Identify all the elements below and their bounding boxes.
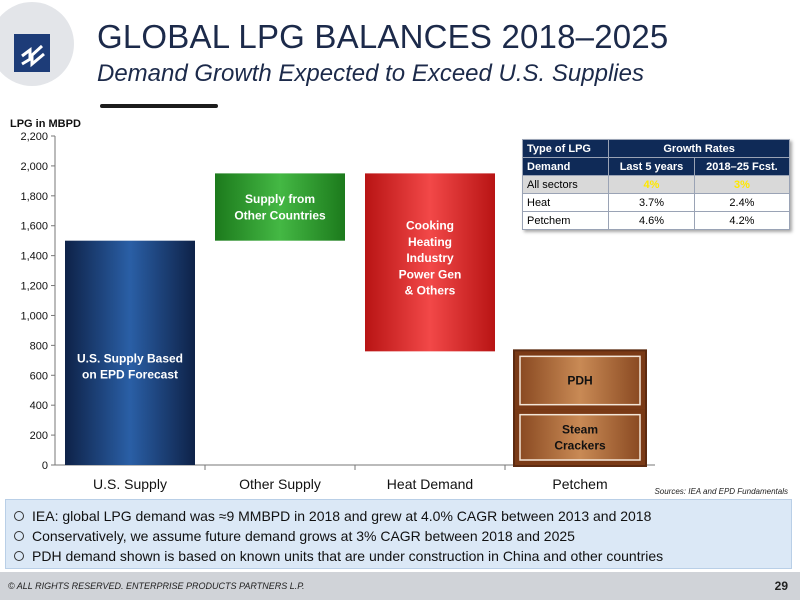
note-text: Conservatively, we assume future demand … <box>32 528 575 544</box>
y-tick-label: 1,200 <box>20 281 48 293</box>
bar-label: U.S. Supply Based <box>77 351 183 365</box>
footer-bar: © ALL RIGHTS RESERVED. ENTERPRISE PRODUC… <box>0 572 800 600</box>
bar-segment-inner <box>519 413 641 461</box>
y-tick-label: 1,400 <box>20 251 48 263</box>
table-cell-fcst: 2.4% <box>693 193 791 212</box>
page-number: 29 <box>774 579 788 593</box>
table-cell-fcst: 4.2% <box>693 211 791 230</box>
table-header-last5: Last 5 years <box>608 157 695 176</box>
x-tick-label: U.S. Supply <box>93 476 167 492</box>
table-row: All sectors 4% 3% <box>521 175 791 194</box>
y-tick-label: 2,000 <box>20 161 48 173</box>
circle-bullet-icon <box>14 511 24 522</box>
bar-label: Heating <box>408 235 452 249</box>
bar-label: Supply from <box>245 192 315 206</box>
table-row: Heat 3.7% 2.4% <box>521 193 791 212</box>
slide-subtitle: Demand Growth Expected to Exceed U.S. Su… <box>97 60 644 87</box>
y-tick-label: 0 <box>42 460 48 472</box>
table-cell-fcst: 3% <box>693 175 791 194</box>
table-header-demand: Demand <box>521 157 610 176</box>
table-header-fcst: 2018–25 Fcst. <box>693 157 791 176</box>
sources-note: Sources: IEA and EPD Fundamentals <box>654 487 788 496</box>
x-tick-label: Other Supply <box>239 476 321 492</box>
y-tick-label: 400 <box>30 400 48 412</box>
table-cell-last5: 3.7% <box>608 193 695 212</box>
note-text: IEA: global LPG demand was ≈9 MMBPD in 2… <box>32 508 652 524</box>
company-logo <box>0 0 78 100</box>
y-tick-label: 800 <box>30 340 48 352</box>
table-cell-label: Heat <box>521 193 610 212</box>
note-item: IEA: global LPG demand was ≈9 MMBPD in 2… <box>14 506 783 526</box>
table-cell-label: Petchem <box>521 211 610 230</box>
x-tick-label: Petchem <box>552 476 607 492</box>
bar-label: Cooking <box>406 219 454 233</box>
lpg-balance-chart: LPG in MBPD 0 200 400 600 800 1,000 1,200 1,400… <box>10 118 655 492</box>
copyright-text: © ALL RIGHTS RESERVED. ENTERPRISE PRODUC… <box>8 581 305 591</box>
growth-rates-table: Type of LPG Growth Rates Demand Last 5 y… <box>521 139 791 230</box>
y-tick-label: 1,800 <box>20 191 48 203</box>
bar-label: Power Gen <box>399 267 462 281</box>
table-header-type: Type of LPG <box>521 139 610 158</box>
bar-label: PDH <box>567 374 592 388</box>
table-row: Petchem 4.6% 4.2% <box>521 211 791 230</box>
y-tick-label: 2,200 <box>20 131 48 143</box>
bar-label: Steam <box>562 422 598 436</box>
y-tick-label: 200 <box>30 430 48 442</box>
table-subheader-row: Demand Last 5 years 2018–25 Fcst. <box>521 157 791 176</box>
y-tick-label: 1,000 <box>20 310 48 322</box>
circle-bullet-icon <box>14 531 24 542</box>
table-cell-last5: 4.6% <box>608 211 695 230</box>
y-tick-label: 600 <box>30 370 48 382</box>
bar-segment-inner <box>519 355 641 406</box>
note-item: PDH demand shown is based on known units… <box>14 546 783 566</box>
bar-label: & Others <box>405 283 456 297</box>
bar <box>65 240 195 465</box>
title-underline <box>100 104 218 108</box>
table-cell-label: All sectors <box>521 175 610 194</box>
bar-label: Other Countries <box>234 208 326 222</box>
circle-bullet-icon <box>14 551 24 562</box>
slide-title: GLOBAL LPG BALANCES 2018–2025 <box>97 18 669 55</box>
bar <box>365 173 495 352</box>
y-axis-label: LPG in MBPD <box>10 118 81 130</box>
table-header-growth: Growth Rates <box>608 139 790 158</box>
x-tick-label: Heat Demand <box>387 476 473 492</box>
table-header-row: Type of LPG Growth Rates <box>521 139 790 158</box>
y-tick-label: 1,600 <box>20 221 48 233</box>
table-cell-last5: 4% <box>608 175 695 194</box>
bar <box>215 173 345 241</box>
bar-label: Crackers <box>554 439 606 453</box>
bar-label: on EPD Forecast <box>82 368 178 382</box>
notes-box: IEA: global LPG demand was ≈9 MMBPD in 2… <box>5 499 792 569</box>
note-item: Conservatively, we assume future demand … <box>14 526 783 546</box>
bar-label: Industry <box>406 251 454 265</box>
note-text: PDH demand shown is based on known units… <box>32 548 664 564</box>
